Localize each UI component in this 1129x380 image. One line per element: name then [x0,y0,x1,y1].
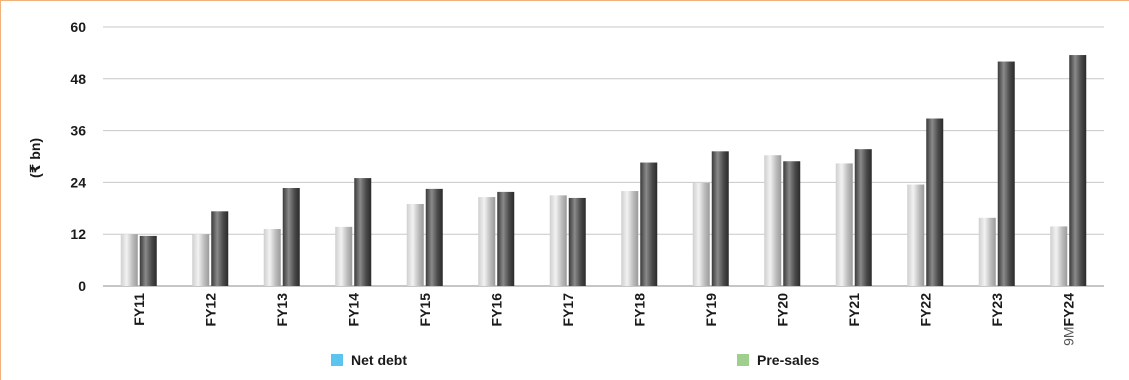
legend-swatch [331,354,343,366]
x-tick-label: FY11 [131,293,147,326]
pre-sales-bar [854,149,872,286]
grid-lines [103,26,1104,287]
x-tick-label: FY17 [560,293,576,327]
net-debt-bar [692,182,710,286]
net-debt-bar [907,184,925,286]
legend-swatch [737,354,749,366]
x-tick-label: FY19 [703,293,719,327]
net-debt-bar [478,197,496,286]
pre-sales-bar [282,188,300,286]
x-tick-label: FY23 [989,293,1005,327]
x-tick-label: FY13 [274,293,290,327]
x-tick-label: FY21 [846,293,862,327]
net-debt-bar [621,191,639,286]
net-debt-bar [335,226,353,286]
net-debt-bar [978,217,996,286]
x-tick-label: 9MFY24 [1060,293,1076,346]
pre-sales-bar [568,197,586,286]
net-debt-bar [1050,226,1068,286]
y-axis-ticks: 0 12 24 36 48 60 [70,19,86,294]
pre-sales-bar [783,161,801,286]
net-debt-bar [764,155,782,286]
pre-sales-bar [1069,55,1087,286]
pre-sales-bar [211,211,229,286]
pre-sales-bar [926,118,944,286]
pre-sales-bar [711,151,729,286]
y-axis-label: (₹ bn) [27,138,43,178]
y-tick-label: 36 [70,123,86,139]
bars [120,55,1087,287]
pre-sales-bar [139,235,157,286]
net-debt-bar [120,234,138,286]
x-tick-label: FY18 [631,293,647,327]
x-tick-label: FY12 [202,293,218,327]
legend-label: Net debt [351,352,407,368]
y-tick-label: 24 [70,174,86,190]
pre-sales-bar [354,178,372,286]
pre-sales-bar [997,61,1015,287]
y-tick-label: 0 [78,278,86,294]
x-axis-categories: FY11 FY12 FY13 FY14 FY15 FY16 FY17 FY18 FY19 FY20… [131,293,1077,346]
y-tick-label: 48 [70,71,86,87]
net-debt-bar [549,195,567,286]
x-tick-label: FY20 [774,293,790,327]
pre-sales-bar [497,191,515,286]
net-debt-bar [406,203,424,286]
y-tick-label: 60 [70,19,86,35]
y-tick-label: 12 [70,226,86,242]
x-tick-label: FY14 [345,293,361,327]
x-tick-label: FY22 [917,293,933,327]
net-debt-bar [263,229,281,286]
net-debt-bar [192,234,210,286]
pre-sales-bar [425,188,443,286]
pre-sales-bar [640,162,658,286]
net-debt-bar [835,163,853,286]
legend: Net debt Pre-sales [331,352,819,368]
legend-label: Pre-sales [757,352,819,368]
x-tick-label: FY16 [488,293,504,327]
x-tick-label: FY15 [417,293,433,327]
